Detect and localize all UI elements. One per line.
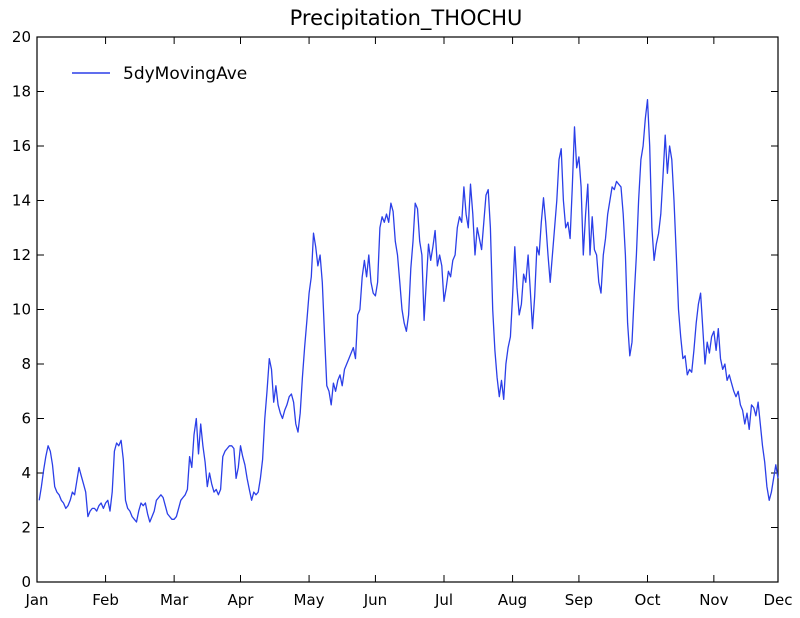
y-tick-label: 6 (21, 410, 31, 428)
x-tick-label: Apr (228, 591, 255, 609)
y-tick-label: 12 (12, 246, 31, 264)
y-tick-label: 4 (21, 464, 31, 482)
x-tick-label: Mar (160, 591, 189, 609)
y-tick-label: 10 (12, 301, 31, 319)
y-tick-label: 20 (12, 28, 31, 46)
y-tick-label: 0 (21, 573, 31, 591)
x-tick-label: Oct (635, 591, 661, 609)
x-tick-label: Dec (763, 591, 792, 609)
chart-title: Precipitation_THOCHU (290, 6, 523, 31)
series-layer (38, 99, 779, 523)
y-tick-label: 14 (12, 192, 31, 210)
x-tick-label: May (294, 591, 325, 609)
x-tick-label: Sep (565, 591, 593, 609)
y-tick-label: 2 (21, 519, 31, 537)
x-tick-label: Jun (363, 591, 387, 609)
series-line-5dymovingave (38, 99, 779, 523)
legend-label-5dymovingave: 5dyMovingAve (123, 64, 247, 84)
axes: 0 2 4 6 8 10 12 14 16 18 20 Jan Feb Mar Apr May Jun Jul Au… (12, 28, 793, 609)
x-tick-label: Aug (498, 591, 527, 609)
x-tick-label: Feb (92, 591, 119, 609)
y-tick-label: 16 (12, 137, 31, 155)
x-tick-label: Jan (24, 591, 48, 609)
plot-frame (36, 36, 779, 583)
x-tick-label: Nov (699, 591, 728, 609)
x-tick-label: Jul (434, 591, 453, 609)
legend: 5dyMovingAve (72, 64, 247, 84)
y-tick-label: 18 (12, 83, 31, 101)
y-tick-label: 8 (21, 355, 31, 373)
